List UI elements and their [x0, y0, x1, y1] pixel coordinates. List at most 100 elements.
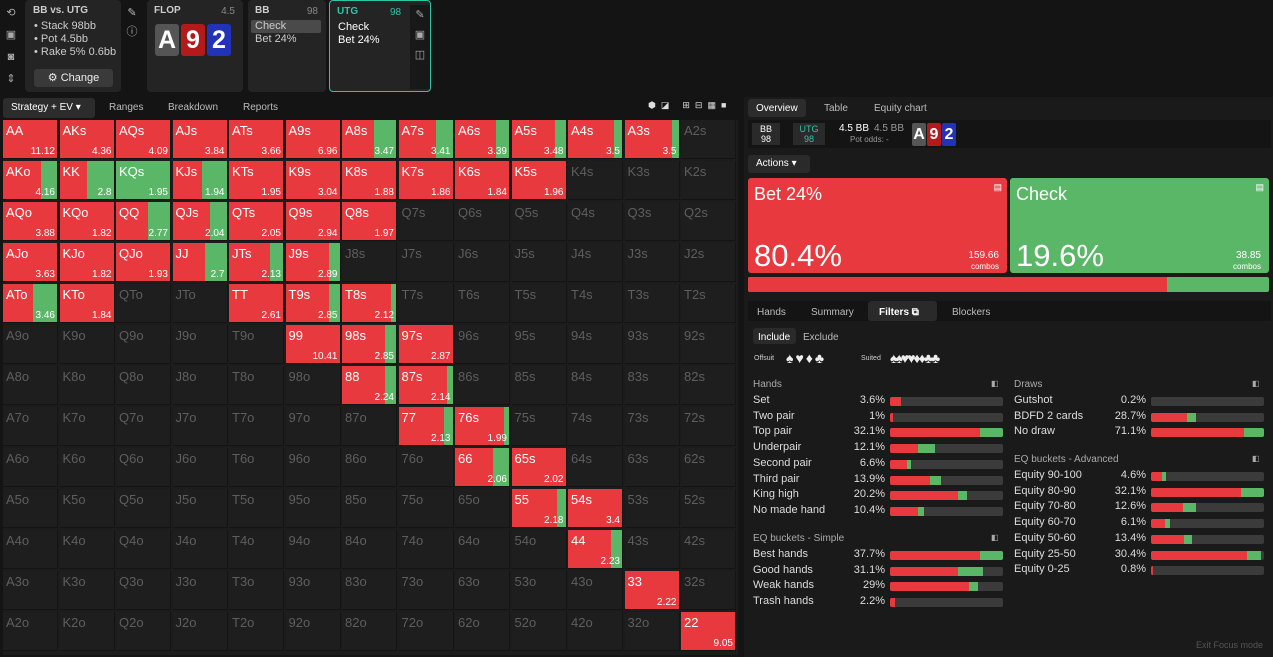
tab-ranges[interactable]: Ranges: [109, 102, 144, 113]
hand-cell[interactable]: T6o: [229, 448, 284, 487]
hand-cell[interactable]: Q9s 2.94: [285, 202, 341, 241]
hand-cell[interactable]: QJs 2.04: [172, 202, 228, 241]
tab-reports[interactable]: Reports: [243, 102, 279, 113]
tab-filters[interactable]: Filters ⧉: [879, 307, 919, 318]
hand-cell[interactable]: AA 11.12: [3, 120, 58, 159]
hand-cell[interactable]: 55 2.18: [511, 489, 567, 528]
bb-check-option[interactable]: Check: [251, 20, 321, 33]
flop-card[interactable]: FLOP 4.5 A 9 2: [147, 0, 243, 92]
filter-row[interactable]: No made hand 10.4%: [753, 504, 1003, 519]
hand-cell[interactable]: 84s: [568, 366, 623, 405]
hand-cell[interactable]: A4o: [3, 530, 58, 569]
tab-strategy-ev[interactable]: Strategy + EV ▾: [11, 102, 81, 113]
hand-cell[interactable]: 85s: [511, 366, 567, 405]
bb-bet-option[interactable]: Bet 24%: [255, 33, 297, 45]
hand-cell[interactable]: AJo 3.63: [3, 243, 58, 282]
hand-cell[interactable]: 62o: [455, 612, 510, 651]
hand-cell[interactable]: 22 9.05: [681, 612, 736, 651]
hand-cell[interactable]: T7o: [229, 407, 284, 446]
hand-cell[interactable]: 93s: [624, 325, 680, 364]
hand-cell[interactable]: T9s 2.85: [285, 284, 341, 323]
hand-cell[interactable]: A3o: [3, 571, 58, 610]
hand-cell[interactable]: 44 2.23: [568, 530, 623, 569]
filter-row[interactable]: Equity 50-60 13.4%: [1014, 532, 1264, 547]
hand-cell[interactable]: QTo: [116, 284, 171, 323]
hand-cell[interactable]: KTs 1.95: [229, 161, 284, 200]
hand-cell[interactable]: 42o: [568, 612, 623, 651]
contrast-icon[interactable]: ◪: [660, 100, 670, 110]
hand-cell[interactable]: J8s: [342, 243, 397, 282]
hand-cell[interactable]: Q4o: [116, 530, 171, 569]
hand-cell[interactable]: 65s 2.02: [511, 448, 567, 487]
hand-cell[interactable]: A4s 3.5: [568, 120, 623, 159]
filter-row[interactable]: Equity 0-25 0.8%: [1014, 563, 1264, 578]
filter-row[interactable]: Two pair 1%: [753, 410, 1003, 425]
tab-breakdown[interactable]: Breakdown: [168, 102, 219, 113]
hand-cell[interactable]: AJs 3.84: [172, 120, 228, 159]
hand-cell[interactable]: J8o: [172, 366, 228, 405]
hand-cell[interactable]: K3o: [59, 571, 115, 610]
hand-cell[interactable]: 95s: [511, 325, 567, 364]
hand-cell[interactable]: QJo 1.93: [116, 243, 171, 282]
text-height-icon[interactable]: ⇕: [6, 73, 16, 85]
hand-cell[interactable]: T5o: [229, 489, 284, 528]
hand-cell[interactable]: 74s: [568, 407, 623, 446]
hand-cell[interactable]: KJo 1.82: [59, 243, 115, 282]
hand-cell[interactable]: 77 2.13: [398, 407, 454, 446]
menu-icon[interactable]: ▤: [1255, 182, 1264, 192]
hand-cell[interactable]: Q6s: [455, 202, 510, 241]
hand-cell[interactable]: K2o: [59, 612, 115, 651]
grid-medium-icon[interactable]: ⊟: [694, 100, 703, 110]
hand-cell[interactable]: 98s 2.85: [342, 325, 397, 364]
hand-cell[interactable]: 82s: [681, 366, 736, 405]
hand-cell[interactable]: Q5s: [511, 202, 567, 241]
hand-cell[interactable]: J4s: [568, 243, 623, 282]
hand-cell[interactable]: J3s: [624, 243, 680, 282]
hand-cell[interactable]: T6s: [455, 284, 510, 323]
filter-row[interactable]: Underpair 12.1%: [753, 441, 1003, 456]
hand-cell[interactable]: JJ 2.7: [172, 243, 228, 282]
hand-cell[interactable]: Q8o: [116, 366, 171, 405]
tab-equity-chart[interactable]: Equity chart: [874, 103, 927, 114]
hand-cell[interactable]: 63o: [455, 571, 510, 610]
hand-cell[interactable]: K2s: [681, 161, 736, 200]
hand-cell[interactable]: Q4s: [568, 202, 623, 241]
hand-cell[interactable]: 96o: [285, 448, 341, 487]
hand-cell[interactable]: 88 2.24: [342, 366, 397, 405]
hand-cell[interactable]: K3s: [624, 161, 680, 200]
hand-cell[interactable]: K7s 1.86: [398, 161, 454, 200]
filter-row[interactable]: Second pair 6.6%: [753, 457, 1003, 472]
offsuit-suit-icons[interactable]: ♠♥♦♣: [786, 350, 827, 366]
hand-cell[interactable]: 75s: [511, 407, 567, 446]
filter-row[interactable]: King high 20.2%: [753, 488, 1003, 503]
hand-cell[interactable]: 43o: [568, 571, 623, 610]
filter-row[interactable]: Equity 90-100 4.6%: [1014, 469, 1264, 484]
hand-cell[interactable]: 85o: [342, 489, 397, 528]
grid-small-icon[interactable]: ⊞: [682, 100, 690, 110]
hand-cell[interactable]: A5o: [3, 489, 58, 528]
hand-cell[interactable]: AQs 4.09: [116, 120, 171, 159]
cube-icon[interactable]: ⬢: [648, 100, 656, 110]
hand-cell[interactable]: A2o: [3, 612, 58, 651]
hand-cell[interactable]: 54s 3.4: [568, 489, 623, 528]
hand-cell[interactable]: K5o: [59, 489, 115, 528]
lock-icon[interactable]: ▣: [414, 29, 426, 41]
hand-cell[interactable]: AKo 4.16: [3, 161, 58, 200]
grid-large-icon[interactable]: ▦: [707, 100, 716, 110]
hand-cell[interactable]: A6s 3.39: [455, 120, 510, 159]
filter-row[interactable]: Top pair 32.1%: [753, 425, 1003, 440]
exclude-button[interactable]: Exclude: [803, 332, 839, 343]
collapse-icon[interactable]: ◧: [1252, 454, 1260, 463]
utg-node-card[interactable]: UTG 98 Check Bet 24% ✎ ▣ ◫: [329, 0, 431, 92]
hand-cell[interactable]: 64o: [455, 530, 510, 569]
menu-icon[interactable]: ▤: [993, 182, 1002, 192]
filter-row[interactable]: Trash hands 2.2%: [753, 595, 1003, 610]
hand-cell[interactable]: 76o: [398, 448, 454, 487]
hand-cell[interactable]: K4o: [59, 530, 115, 569]
hand-cell[interactable]: Q7s: [398, 202, 454, 241]
hand-cell[interactable]: J5s: [511, 243, 567, 282]
filter-row[interactable]: Equity 70-80 12.6%: [1014, 500, 1264, 515]
hand-cell[interactable]: T4o: [229, 530, 284, 569]
filter-row[interactable]: Good hands 31.1%: [753, 564, 1003, 579]
hand-cell[interactable]: AKs 4.36: [59, 120, 115, 159]
